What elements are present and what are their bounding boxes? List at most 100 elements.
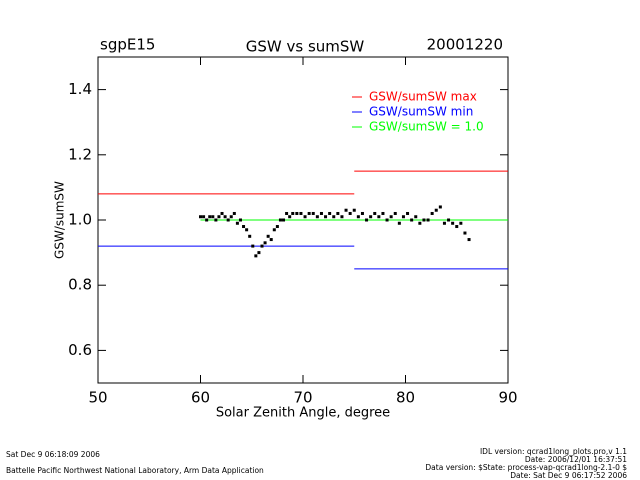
data-point bbox=[344, 208, 348, 212]
data-point bbox=[285, 211, 289, 215]
data-point bbox=[229, 215, 233, 219]
footer-text: Data version: $State: process-vap-qcrad1… bbox=[425, 463, 627, 472]
data-point bbox=[254, 254, 258, 258]
footer-text: Sat Dec 9 06:18:09 2006 bbox=[6, 450, 100, 459]
data-point bbox=[291, 211, 295, 215]
data-point bbox=[328, 211, 332, 215]
data-point bbox=[220, 211, 224, 215]
data-point bbox=[414, 215, 418, 219]
data-point bbox=[319, 211, 323, 215]
data-point bbox=[278, 218, 282, 222]
y-tick-label: 1.4 bbox=[68, 80, 92, 98]
data-point bbox=[263, 241, 267, 245]
data-point bbox=[434, 208, 438, 212]
data-point bbox=[360, 211, 364, 215]
data-point bbox=[418, 221, 422, 225]
data-point bbox=[373, 211, 377, 215]
chart-title: GSW vs sumSW bbox=[246, 38, 365, 56]
data-point bbox=[332, 215, 336, 219]
data-point bbox=[410, 218, 414, 222]
x-tick-label: 80 bbox=[396, 389, 415, 407]
legend-label: GSW/sumSW max bbox=[369, 90, 477, 104]
x-tick-label: 90 bbox=[498, 389, 517, 407]
y-axis-label: GSW/sumSW bbox=[53, 181, 67, 259]
x-tick-label: 60 bbox=[191, 389, 210, 407]
date-label: 20001220 bbox=[427, 36, 503, 54]
data-point bbox=[248, 234, 252, 238]
x-tick-label: 50 bbox=[88, 389, 107, 407]
data-point bbox=[447, 218, 451, 222]
data-point bbox=[303, 215, 307, 219]
site-label: sgpE15 bbox=[100, 36, 155, 54]
data-point bbox=[369, 215, 373, 219]
data-point bbox=[463, 231, 467, 235]
y-tick-label: 1.2 bbox=[68, 145, 92, 163]
data-point bbox=[208, 215, 212, 219]
y-tick-label: 0.6 bbox=[68, 341, 92, 359]
data-point bbox=[295, 211, 299, 215]
data-point bbox=[393, 211, 397, 215]
x-tick-label: 70 bbox=[293, 389, 312, 407]
data-point bbox=[336, 211, 340, 215]
data-point bbox=[232, 211, 236, 215]
data-point bbox=[401, 215, 405, 219]
data-point bbox=[324, 215, 328, 219]
data-point bbox=[217, 215, 221, 219]
data-point bbox=[214, 218, 218, 222]
data-point bbox=[260, 244, 264, 248]
data-point bbox=[226, 218, 230, 222]
data-point bbox=[205, 218, 209, 222]
data-point bbox=[307, 211, 311, 215]
data-point bbox=[348, 211, 352, 215]
data-point bbox=[211, 215, 215, 219]
series-line bbox=[98, 170, 508, 195]
data-point bbox=[397, 221, 401, 225]
data-point bbox=[235, 221, 239, 225]
data-point bbox=[223, 215, 227, 219]
legend-label: GSW/sumSW = 1.0 bbox=[369, 120, 484, 134]
footer-text: Date: Sat Dec 9 06:17:52 2006 bbox=[510, 471, 627, 480]
data-point bbox=[269, 238, 273, 242]
data-point bbox=[242, 225, 246, 229]
data-point bbox=[282, 218, 286, 222]
data-point bbox=[459, 221, 463, 225]
data-point bbox=[467, 238, 471, 242]
footer-text: IDL version: qcrad1long_plots.pro,v 1.1 bbox=[480, 447, 627, 456]
data-point bbox=[238, 218, 242, 222]
data-point bbox=[430, 211, 434, 215]
data-point bbox=[365, 218, 369, 222]
data-point bbox=[442, 221, 446, 225]
data-point bbox=[406, 211, 410, 215]
data-point bbox=[272, 228, 276, 232]
data-point bbox=[426, 218, 430, 222]
data-point bbox=[352, 208, 356, 212]
data-point bbox=[257, 251, 261, 255]
data-point bbox=[315, 215, 319, 219]
data-point bbox=[311, 211, 315, 215]
data-point bbox=[451, 221, 455, 225]
data-point bbox=[377, 215, 381, 219]
data-point bbox=[245, 228, 249, 232]
legend-label: GSW/sumSW min bbox=[369, 105, 473, 119]
data-point bbox=[202, 215, 206, 219]
data-point bbox=[422, 218, 426, 222]
y-tick-label: 1.0 bbox=[68, 211, 92, 229]
data-point bbox=[455, 225, 459, 229]
data-point bbox=[288, 215, 292, 219]
y-tick-label: 0.8 bbox=[68, 276, 92, 294]
data-point bbox=[199, 215, 202, 219]
data-point bbox=[275, 225, 279, 229]
x-axis-label: Solar Zenith Angle, degree bbox=[216, 406, 390, 421]
data-point bbox=[299, 211, 303, 215]
footer-text: Date: 2006/12/01 16:37:51 bbox=[525, 455, 627, 464]
data-point bbox=[438, 205, 442, 209]
data-point bbox=[389, 215, 393, 219]
series-line bbox=[98, 245, 508, 270]
footer-text: Battelle Pacific Northwest National Labo… bbox=[6, 466, 264, 475]
data-point bbox=[340, 215, 344, 219]
data-point bbox=[385, 218, 389, 222]
data-point bbox=[381, 211, 385, 215]
data-point bbox=[356, 215, 360, 219]
data-point bbox=[266, 234, 270, 238]
